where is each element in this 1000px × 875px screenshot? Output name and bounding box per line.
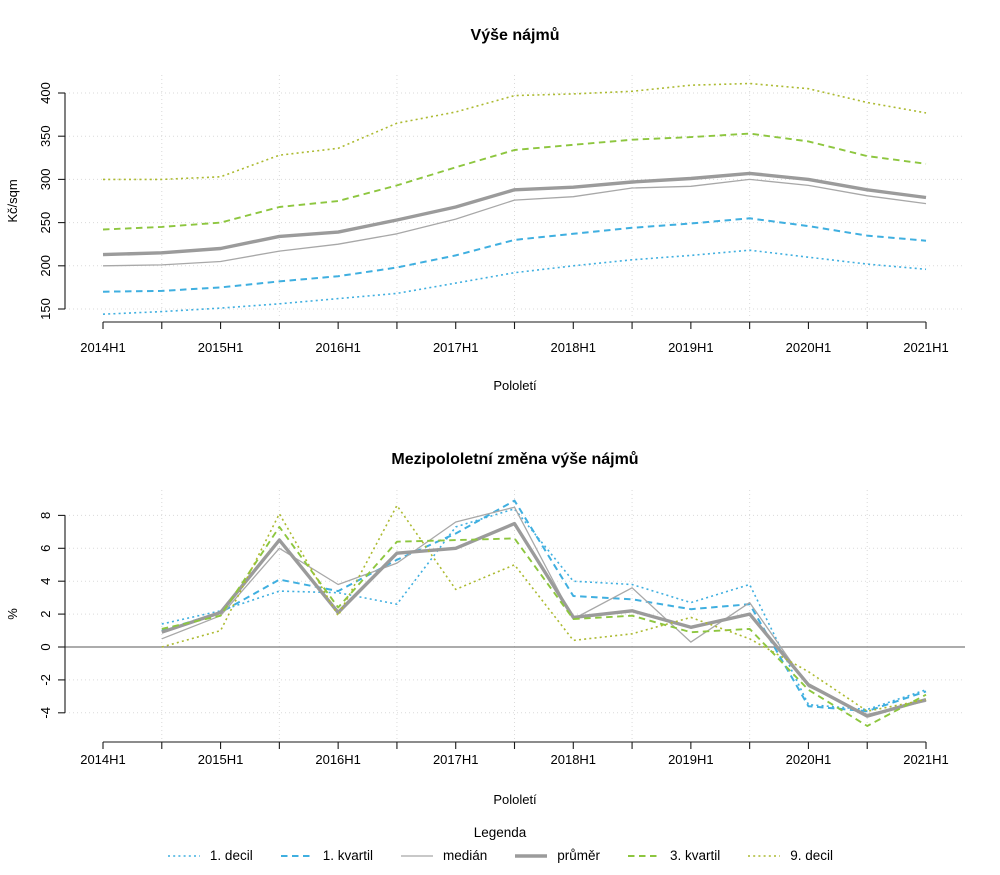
x-tick-label: 2014H1 — [80, 752, 126, 767]
x-tick-label: 2017H1 — [433, 752, 479, 767]
x-tick-label: 2018H1 — [551, 752, 597, 767]
legend-item-label: 1. decil — [209, 848, 253, 863]
legend-key-1-kvartil — [280, 854, 313, 857]
y-axis-label: Kč/sqm — [5, 179, 20, 222]
legend-item-1-kvartil: 1. kvartil — [280, 848, 373, 863]
series-pr-m-r — [102, 171, 927, 257]
x-tick-label: 2021H1 — [903, 752, 949, 767]
legend-key-1-decil — [167, 854, 200, 857]
legend-item-1-decil: 1. decil — [167, 848, 253, 863]
legend-item-label: medián — [442, 848, 488, 863]
legend-items: 1. decil 1. kvartil medián průměr 3. kvartil… — [167, 848, 833, 863]
y-axis-label: % — [5, 608, 20, 620]
y-tick-label: 0 — [38, 643, 53, 650]
x-tick-label: 2018H1 — [551, 340, 597, 355]
x-tick-label: 2019H1 — [668, 340, 714, 355]
x-tick-label: 2014H1 — [80, 340, 126, 355]
chart-title: Mezipololetní změna výše nájmů — [391, 451, 638, 468]
legend-title: Legenda — [473, 825, 527, 840]
x-tick-label: 2016H1 — [315, 752, 361, 767]
y-tick-label: 400 — [38, 82, 53, 104]
series-1-decil — [161, 508, 927, 711]
x-axis-label: Pololetí — [493, 792, 537, 807]
y-tick-label: 6 — [38, 545, 53, 552]
x-tick-label: 2021H1 — [903, 340, 949, 355]
x-tick-label: 2016H1 — [315, 340, 361, 355]
series-medi-n — [102, 178, 927, 267]
legend-item-label: 1. kvartil — [322, 848, 373, 863]
legend-key-pr-m-r — [515, 853, 548, 858]
y-tick-label: 150 — [38, 298, 53, 320]
x-axis-label: Pololetí — [493, 378, 537, 393]
y-tick-label: 8 — [38, 512, 53, 519]
legend-item-label: 9. decil — [790, 848, 834, 863]
y-tick-label: -4 — [38, 707, 53, 719]
series-medi-n — [161, 506, 927, 716]
legend-item-label: průměr — [557, 848, 601, 863]
x-tick-label: 2020H1 — [786, 340, 832, 355]
plot-area: -4 -2 0 2 4 6 8 2014H1 2015H1 2016H1 2017H1 2018H1 2… — [38, 490, 965, 767]
series-9-decil — [161, 504, 927, 713]
legend-item-3-kvartil: 3. kvartil — [627, 848, 720, 863]
rent-change-chart: Mezipololetní změna výše nájmů % Pololet… — [5, 451, 965, 807]
legend-item-label: 3. kvartil — [670, 848, 721, 863]
legend-item-pr-m-r: průměr — [514, 848, 600, 863]
x-tick-label: 2017H1 — [433, 340, 479, 355]
series-3-kvartil — [102, 132, 927, 231]
legend-key-medi-n — [400, 854, 433, 857]
legend: Legenda 1. decil 1. kvartil medián průměr 3.… — [0, 815, 1000, 875]
y-tick-label: 250 — [38, 212, 53, 234]
legend-item-9-decil: 9. decil — [747, 848, 833, 863]
y-tick-label: 2 — [38, 610, 53, 617]
chart-title: Výše nájmů — [471, 27, 560, 44]
series-1-kvartil — [102, 217, 927, 293]
series-3-kvartil — [161, 525, 927, 727]
x-tick-label: 2020H1 — [786, 752, 832, 767]
y-tick-label: 4 — [38, 578, 53, 585]
series-pr-m-r — [161, 521, 927, 718]
x-tick-label: 2015H1 — [198, 340, 244, 355]
plot-area: 150 200 250 300 350 400 2014H1 2015H1 2016H1 2017… — [38, 75, 965, 355]
x-tick-label: 2019H1 — [668, 752, 714, 767]
legend-key-9-decil — [748, 854, 781, 857]
series-1-kvartil — [161, 499, 927, 713]
legend-item-medi-n: medián — [400, 848, 487, 863]
rent-level-chart: Výše nájmů Kč/sqm Pololetí 150 200 250 300 3… — [5, 27, 965, 393]
y-tick-label: 300 — [38, 169, 53, 191]
legend-key-3-kvartil — [628, 854, 661, 857]
y-tick-label: 200 — [38, 255, 53, 277]
x-tick-label: 2015H1 — [198, 752, 244, 767]
y-tick-label: -2 — [38, 674, 53, 686]
y-tick-label: 350 — [38, 125, 53, 147]
